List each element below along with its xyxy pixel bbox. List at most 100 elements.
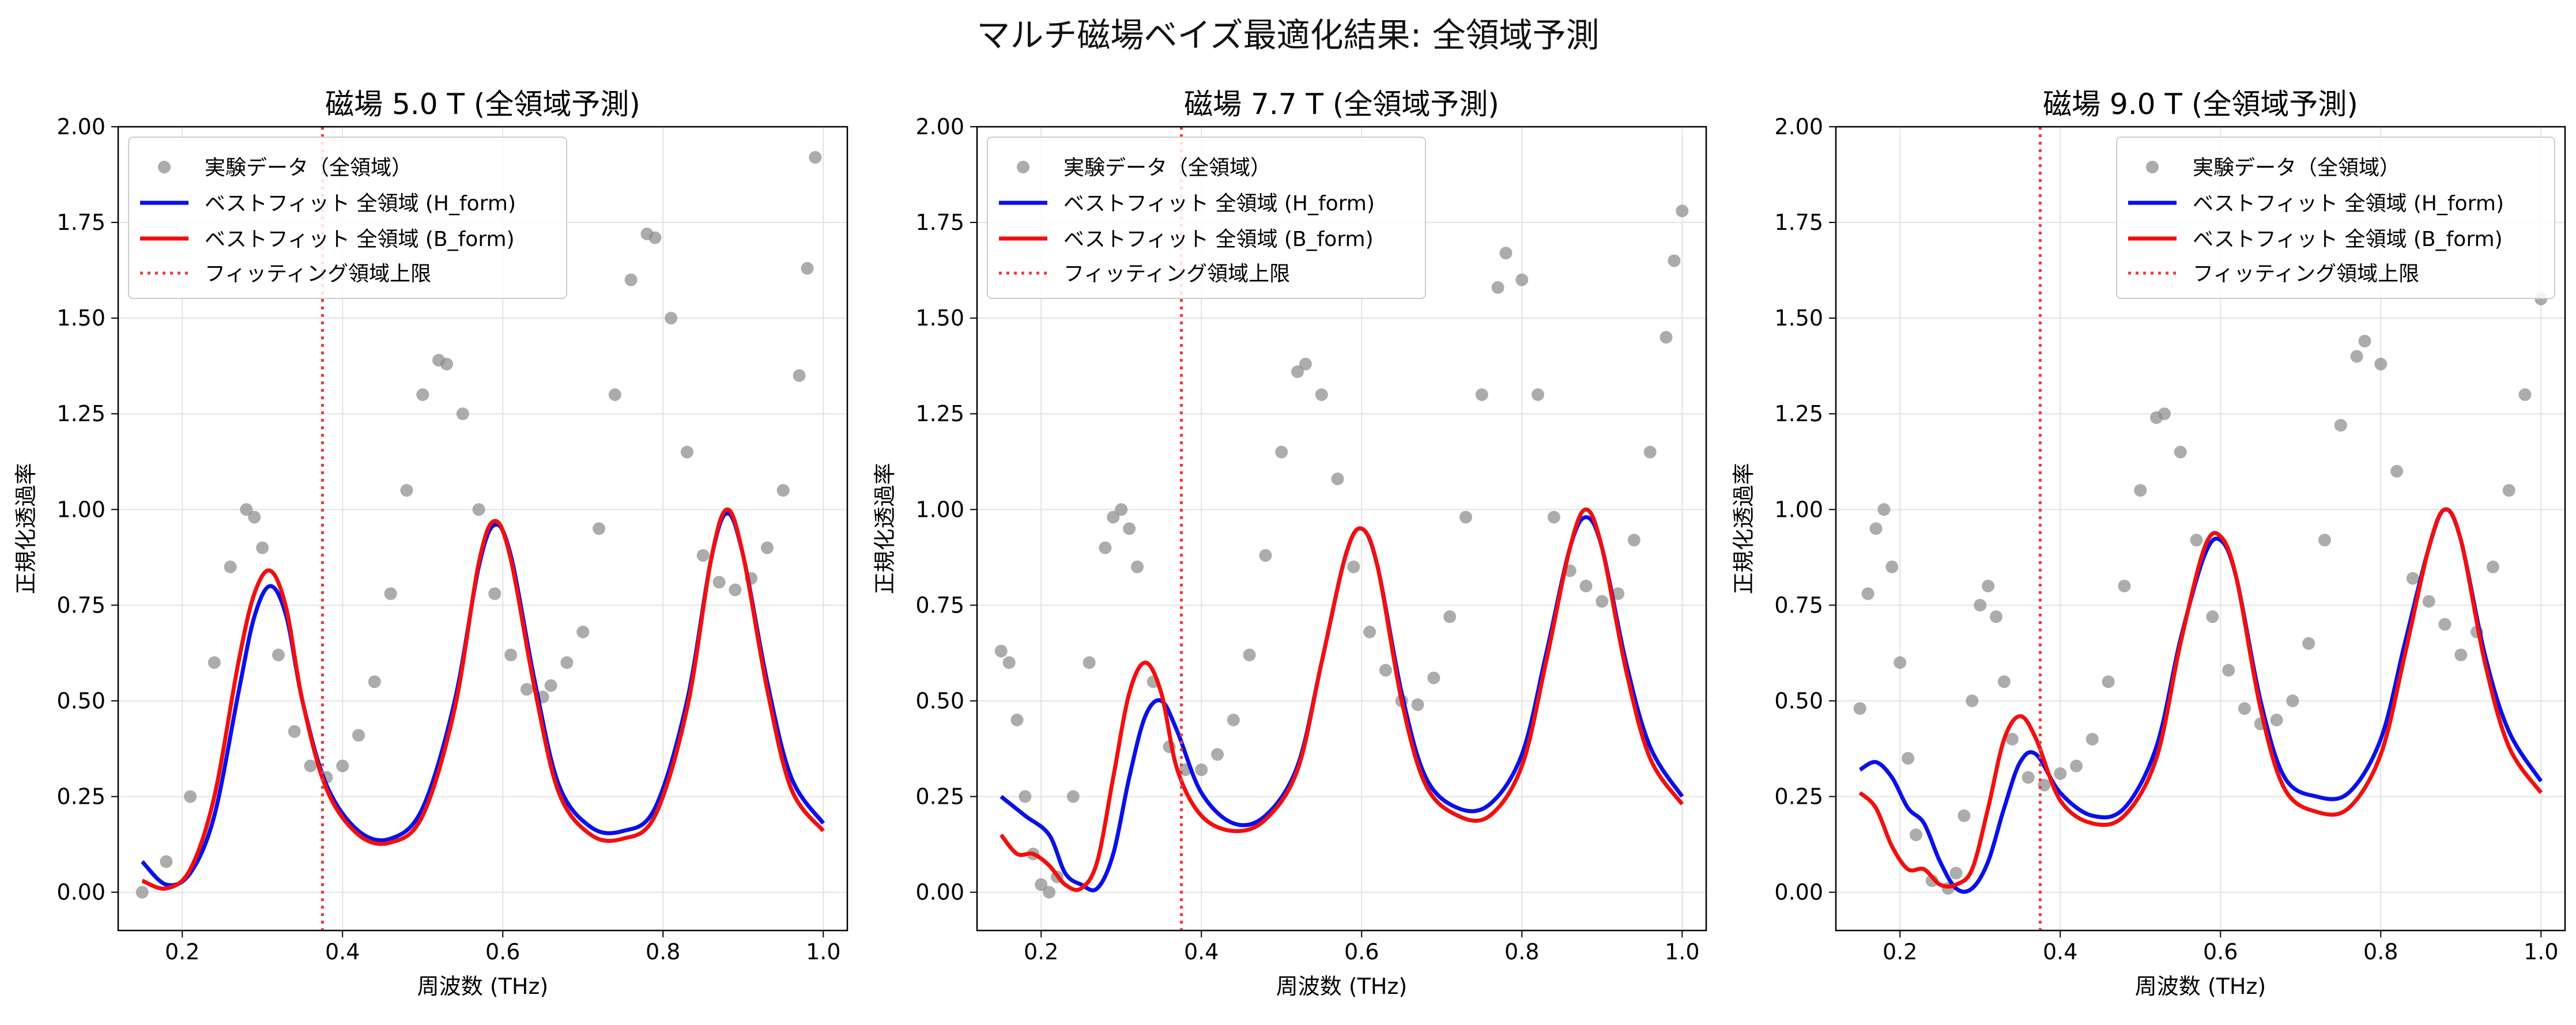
experiment-point [648, 231, 662, 244]
experiment-point [576, 625, 590, 638]
chart-svg-5t: 0.2 0.4 0.6 0.8 1.0 0.00 0.25 0.50 0.75 1.00 1.25 1… [13, 88, 848, 999]
legend: 実験データ（全領域） ベストフィット 全領域 (H_form) ベストフィット 全領… [987, 137, 1426, 299]
y-axis-label: 正規化透過率 [1731, 463, 1756, 594]
experiment-point [2118, 580, 2131, 593]
experiment-point [1643, 445, 1657, 459]
y-tick-label: 1.00 [915, 497, 964, 522]
experiment-point [256, 541, 269, 554]
y-axis-label: 正規化透過率 [13, 463, 39, 594]
experiment-point [1659, 331, 1673, 344]
legend-label: ベストフィット 全領域 (B_form) [2193, 228, 2503, 251]
y-tick-label: 0.25 [1774, 784, 1823, 810]
experiment-point [776, 484, 790, 497]
y-tick-label: 0.25 [56, 784, 105, 810]
experiment-point [384, 587, 397, 600]
legend-label: フィッティング領域上限 [1063, 262, 1290, 286]
legend-marker-experiment [1017, 161, 1029, 173]
y-tick-label: 0.00 [1774, 880, 1823, 905]
experiment-point [224, 560, 237, 573]
experiment-point [712, 576, 726, 589]
experiment-point [2270, 713, 2283, 727]
experiment-point [1107, 510, 1120, 524]
y-tick-label: 0.75 [1774, 592, 1823, 618]
y-axis-label: 正規化透過率 [872, 463, 897, 594]
legend-label: 実験データ（全領域） [1063, 156, 1271, 180]
experiment-point [416, 388, 429, 401]
y-tick-label: 0.50 [56, 688, 105, 713]
experiment-point [2158, 407, 2171, 421]
y-tick-label: 2.00 [915, 114, 964, 139]
figure-title: マルチ磁場ベイズ最適化結果: 全領域予測 [976, 16, 1600, 55]
experiment-point [2085, 732, 2099, 746]
experiment-point [1347, 560, 1360, 573]
chart-title: 磁場 5.0 T (全領域予測) [325, 88, 640, 121]
legend-label: ベストフィット 全領域 (H_form) [205, 192, 516, 215]
legend-box [987, 137, 1426, 299]
x-tick-label: 1.0 [1665, 939, 1699, 965]
experiment-point [1243, 648, 1256, 661]
experiment-point [665, 312, 678, 325]
experiment-point [488, 587, 501, 600]
experiment-point [208, 656, 221, 669]
x-tick-label: 0.6 [2203, 939, 2238, 965]
y-tick-label: 2.00 [56, 114, 105, 139]
experiment-point [1982, 580, 1995, 593]
x-tick-label: 0.4 [1184, 939, 1219, 965]
experiment-point [160, 855, 173, 868]
chart-title: 磁場 9.0 T (全領域予測) [2043, 88, 2358, 121]
experiment-point [1885, 560, 1899, 573]
legend: 実験データ（全領域） ベストフィット 全領域 (H_form) ベストフィット 全領… [2116, 137, 2555, 299]
experiment-point [135, 886, 149, 899]
y-tick-label: 1.75 [1774, 210, 1823, 235]
experiment-point [336, 759, 349, 773]
experiment-point [1043, 886, 1056, 899]
experiment-point [2502, 484, 2515, 497]
experiment-point [1019, 790, 1032, 803]
x-tick-label: 1.0 [806, 939, 840, 965]
experiment-point [1291, 365, 1304, 379]
experiment-point [809, 151, 822, 164]
legend-label: ベストフィット 全領域 (B_form) [1063, 228, 1374, 251]
experiment-point [1958, 809, 1971, 822]
experiment-point [248, 510, 261, 524]
experiment-point [1966, 694, 1979, 708]
experiment-point [520, 683, 533, 696]
experiment-point [1861, 587, 1875, 600]
experiment-point [472, 503, 485, 516]
y-tick-label: 0.50 [1774, 688, 1823, 713]
x-tick-label: 0.4 [2043, 939, 2077, 965]
experiment-point [1627, 534, 1640, 547]
experiment-point [1002, 656, 1016, 669]
experiment-point [1363, 625, 1376, 638]
experiment-point [440, 357, 453, 370]
chart-panel-9t: 0.2 0.4 0.6 0.8 1.0 0.00 0.25 0.50 0.75 1.00 1.25 1… [1718, 63, 2576, 1025]
experiment-point [2134, 484, 2147, 497]
experiment-point [1066, 790, 1080, 803]
experiment-point [994, 645, 1008, 658]
experiment-point [1877, 503, 1891, 516]
experiment-point [400, 484, 413, 497]
legend-box [2116, 137, 2555, 299]
experiment-point [2054, 767, 2067, 780]
experiment-point [1227, 713, 1240, 727]
experiment-point [2334, 419, 2347, 432]
legend-label: 実験データ（全領域） [205, 156, 412, 180]
axes-frame [117, 126, 848, 932]
chart-svg-9t: 0.2 0.4 0.6 0.8 1.0 0.00 0.25 0.50 0.75 1.00 1.25 1… [1731, 88, 2566, 999]
experiment-point [2406, 572, 2419, 585]
fit-b-form-line [999, 507, 1684, 892]
x-tick-label: 0.8 [1504, 939, 1539, 965]
experiment-point [2286, 694, 2299, 708]
experiment-point [2021, 771, 2035, 784]
y-tick-label: 1.50 [915, 305, 964, 331]
y-tick-label: 0.75 [56, 592, 105, 618]
experiment-point [2206, 610, 2219, 623]
experiment-point [1902, 752, 1915, 765]
experiment-point [1612, 587, 1625, 600]
experiment-point [2005, 732, 2019, 746]
experiment-point [1894, 656, 1907, 669]
experiment-point [729, 583, 742, 596]
experiment-point [1974, 599, 1987, 612]
experiment-point [2070, 759, 2083, 773]
experiment-point [1411, 698, 1424, 712]
